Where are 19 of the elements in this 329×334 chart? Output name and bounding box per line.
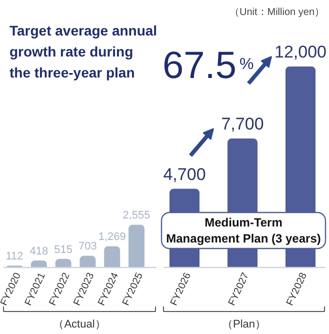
chart-title: Target average annual growth rate during the three-year plan — [10, 22, 158, 80]
data-label: 418 — [30, 246, 48, 258]
annotation: 67.5% — [162, 45, 254, 87]
data-label: 7,700 — [221, 114, 264, 134]
text: （Unit：Million yen） — [229, 7, 325, 18]
data-label: 4,700 — [163, 164, 206, 184]
data-label: 1,269 — [98, 231, 126, 244]
bar — [128, 224, 144, 268]
bar — [80, 256, 96, 268]
data-label: 12,000 — [274, 42, 326, 62]
data-label: 703 — [78, 240, 97, 253]
x-axis-title: （Actual） — [53, 318, 106, 330]
data-label: 2,555 — [122, 210, 150, 222]
data-label: 515 — [54, 244, 72, 256]
bar — [104, 246, 120, 268]
annotation: Medium-Term Management Plan (3 years) — [166, 216, 321, 246]
bar — [55, 258, 72, 268]
x-axis-title: （Plan） — [222, 318, 266, 330]
data-label: 112 — [6, 250, 24, 263]
